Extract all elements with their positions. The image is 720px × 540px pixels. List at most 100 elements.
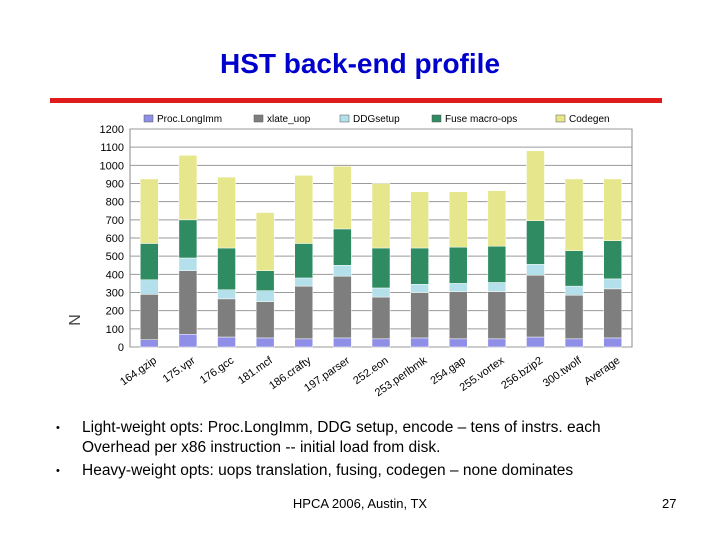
- footer-venue: HPCA 2006, Austin, TX: [292, 496, 428, 511]
- bar-segment: [603, 240, 622, 280]
- bar-segment: [217, 176, 236, 249]
- bar-segment: [255, 301, 275, 339]
- bar-segment: [333, 275, 352, 339]
- legend-label: Fuse macro-ops: [445, 114, 517, 125]
- bar-segment: [564, 338, 584, 348]
- y-tick-label: 900: [106, 179, 124, 191]
- bar-segment: [371, 338, 391, 348]
- x-tick-label: 164.gzip: [118, 355, 159, 389]
- y-tick-label: 700: [106, 215, 124, 227]
- bar-segment: [140, 178, 159, 244]
- y-tick-label: 400: [106, 269, 124, 281]
- bar-segment: [217, 247, 236, 291]
- bar-segment: [487, 338, 507, 348]
- y-axis-label: N: [67, 314, 84, 326]
- page-number: 27: [662, 496, 677, 511]
- bullet-list: • Light-weight opts: Proc.LongImm, DDG s…: [56, 418, 696, 484]
- bar-segment: [255, 290, 275, 302]
- bullet-item: • Heavy-weight opts: uops translation, f…: [56, 461, 696, 481]
- legend-swatch: [431, 114, 442, 123]
- y-tick-label: 600: [106, 233, 124, 245]
- bar-segment: [333, 165, 352, 230]
- bar-segment: [448, 246, 468, 284]
- bar-segment: [294, 175, 314, 244]
- bar-segment: [294, 338, 314, 348]
- bars: [140, 150, 622, 348]
- bar-segment: [333, 228, 352, 266]
- y-tick-label: 300: [106, 288, 124, 300]
- bar-segment: [217, 289, 236, 300]
- x-tick-label: 256.bzip2: [499, 355, 545, 392]
- bar-segment: [294, 285, 314, 340]
- legend: Proc.LongImm xlate_uop DDGsetup Fuse macro-…: [143, 114, 610, 125]
- bar-segment: [448, 283, 468, 292]
- bar-segment: [448, 291, 468, 340]
- legend-label: Codegen: [569, 114, 610, 125]
- y-tick-label: 500: [106, 251, 124, 263]
- bar-segment: [487, 282, 507, 292]
- x-tick-labels: 164.gzip 175.vpr 176.gcc 181.mcf186.crafty1…: [118, 354, 622, 399]
- bar-segment: [564, 178, 584, 251]
- bar-segment: [178, 155, 198, 221]
- title-underline: [50, 98, 662, 103]
- bar-segment: [178, 334, 198, 348]
- x-tick-label: Average: [582, 355, 622, 388]
- bullet-icon: •: [56, 422, 60, 434]
- bar-segment: [371, 287, 391, 298]
- bar-segment: [255, 270, 275, 291]
- bar-segment: [603, 278, 622, 290]
- x-tick-label: 300.twolf: [541, 354, 585, 390]
- bar-segment: [140, 294, 159, 340]
- y-tick-label: 200: [106, 306, 124, 318]
- bar-segment: [178, 270, 198, 335]
- y-tick-label: 1200: [100, 124, 124, 136]
- bar-segment: [603, 337, 622, 348]
- legend-swatch: [143, 114, 154, 123]
- bar-segment: [178, 219, 198, 259]
- bar-segment: [371, 247, 391, 289]
- x-tick-label: 176.gcc: [198, 354, 237, 386]
- bar-segment: [255, 337, 275, 348]
- bar-segment: [217, 298, 236, 338]
- bar-segment: [140, 279, 159, 295]
- legend-label: xlate_uop: [267, 114, 311, 125]
- bar-segment: [526, 264, 545, 276]
- bar-segment: [294, 243, 314, 279]
- bar-segment: [140, 339, 159, 348]
- legend-swatch: [339, 114, 350, 123]
- slide-title: HST back-end profile: [219, 48, 501, 79]
- y-tick-label: 1000: [100, 160, 124, 172]
- bar-segment: [564, 285, 584, 296]
- bar-segment: [333, 337, 352, 348]
- bar-segment: [333, 265, 352, 277]
- bar-segment: [603, 288, 622, 339]
- bar-segment: [526, 220, 545, 265]
- bar-segment: [448, 338, 468, 348]
- bullet-item: • Light-weight opts: Proc.LongImm, DDG s…: [56, 418, 696, 458]
- bar-segment: [526, 336, 545, 348]
- legend-label: Proc.LongImm: [157, 114, 222, 125]
- bar-segment: [487, 291, 507, 340]
- bar-segment: [487, 245, 507, 283]
- y-tick-label: 0: [118, 342, 124, 354]
- stacked-bar-chart: Proc.LongImm xlate_uop DDGsetup Fuse macro-…: [67, 114, 633, 399]
- bar-segment: [217, 336, 236, 348]
- y-tick-label: 1100: [100, 142, 124, 154]
- legend-swatch: [253, 114, 264, 123]
- bar-segment: [410, 191, 429, 249]
- y-tick-labels: 0 100 200 300 400 500 600 700 800 900 1000 1100 1200: [100, 124, 124, 354]
- y-tick-label: 100: [106, 324, 124, 336]
- bullet-line: Heavy-weight opts: uops translation, fus…: [82, 462, 574, 479]
- bar-segment: [410, 284, 429, 293]
- legend-label: DDGsetup: [353, 114, 400, 125]
- bar-segment: [603, 178, 622, 241]
- bar-segment: [410, 247, 429, 285]
- bar-segment: [140, 243, 159, 281]
- bar-segment: [410, 337, 429, 348]
- bar-segment: [294, 277, 314, 287]
- bar-segment: [526, 274, 545, 338]
- legend-swatch: [555, 114, 566, 123]
- y-tick-label: 800: [106, 197, 124, 209]
- bar-segment: [487, 190, 507, 247]
- bullet-line: Light-weight opts: Proc.LongImm, DDG set…: [82, 419, 601, 436]
